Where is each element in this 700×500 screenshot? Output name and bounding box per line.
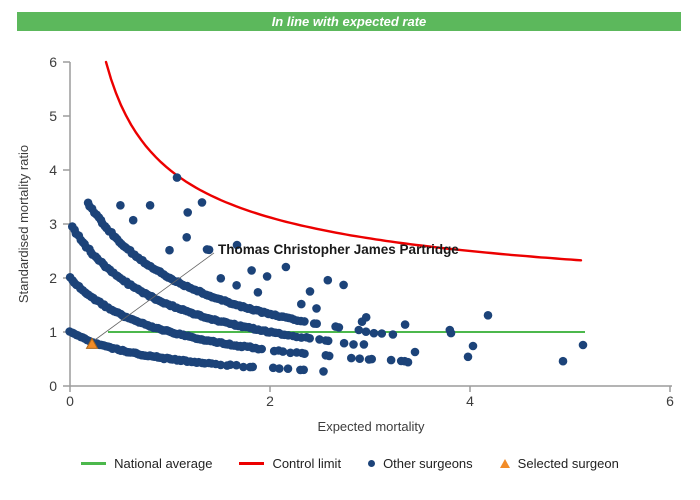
- surgeon-point[interactable]: [283, 364, 293, 374]
- surgeon-point[interactable]: [262, 272, 272, 281]
- legend-label-control-limit: Control limit: [272, 456, 342, 471]
- surgeon-point[interactable]: [319, 367, 328, 376]
- y-axis-title: Standardised mortality ratio: [16, 145, 31, 303]
- selected-surgeon-triangle-swatch: [499, 459, 510, 468]
- status-banner-label: In line with expected rate: [271, 14, 427, 29]
- surgeon-point[interactable]: [578, 340, 588, 350]
- surgeon-point[interactable]: [377, 329, 387, 338]
- surgeon-point[interactable]: [202, 245, 212, 254]
- surgeon-point[interactable]: [312, 319, 322, 329]
- surgeon-point[interactable]: [400, 320, 410, 329]
- surgeon-point[interactable]: [323, 275, 333, 285]
- surgeon-point[interactable]: [355, 354, 365, 364]
- surgeon-point[interactable]: [172, 173, 182, 182]
- surgeon-point[interactable]: [323, 336, 333, 346]
- surgeon-point[interactable]: [359, 340, 369, 349]
- x-tick-label: 2: [266, 393, 274, 409]
- surgeon-point[interactable]: [558, 356, 568, 366]
- surgeon-point[interactable]: [339, 338, 349, 348]
- surgeon-point[interactable]: [334, 323, 344, 332]
- surgeon-point[interactable]: [253, 288, 263, 297]
- surgeon-point[interactable]: [369, 328, 379, 338]
- surgeon-point[interactable]: [116, 201, 125, 210]
- x-axis-title: Expected mortality: [318, 419, 425, 434]
- surgeon-point[interactable]: [386, 355, 396, 365]
- surgeon-point[interactable]: [312, 304, 321, 313]
- surgeon-point[interactable]: [278, 347, 288, 356]
- surgeon-point[interactable]: [275, 364, 284, 373]
- surgeon-point[interactable]: [300, 317, 309, 326]
- surgeon-point[interactable]: [182, 233, 191, 242]
- surgeon-point[interactable]: [216, 360, 225, 370]
- surgeon-point[interactable]: [361, 327, 371, 337]
- surgeon-point[interactable]: [183, 208, 192, 217]
- control-limit-line-swatch: [239, 462, 265, 465]
- other-surgeons-dot-swatch: [368, 460, 376, 467]
- legend-item-selected-surgeon: Selected surgeon: [499, 456, 619, 471]
- selected-surgeon-label: Thomas Christopher James Partridge: [218, 242, 459, 257]
- y-tick-label: 1: [49, 324, 57, 340]
- surgeon-point[interactable]: [248, 362, 257, 372]
- surgeon-point[interactable]: [145, 201, 155, 210]
- surgeon-point[interactable]: [347, 353, 356, 363]
- surgeon-point[interactable]: [300, 349, 309, 359]
- surgeon-point[interactable]: [463, 352, 473, 362]
- surgeon-point[interactable]: [403, 357, 413, 367]
- x-tick-label: 0: [66, 393, 74, 409]
- legend-item-other-surgeons: Other surgeons: [368, 456, 473, 471]
- surgeon-point[interactable]: [232, 360, 241, 370]
- surgeon-point[interactable]: [324, 351, 334, 361]
- national-average-line-swatch: [81, 462, 107, 465]
- axes: [69, 62, 672, 387]
- annotation-leader-line: [94, 252, 215, 341]
- surgeon-point[interactable]: [281, 262, 291, 272]
- surgeon-point[interactable]: [483, 311, 493, 320]
- surgeon-point[interactable]: [446, 328, 456, 338]
- y-tick-label: 6: [49, 54, 57, 70]
- surgeon-point[interactable]: [232, 281, 241, 290]
- surgeon-point[interactable]: [247, 266, 256, 275]
- x-tick-label: 4: [466, 393, 474, 409]
- surgeon-point[interactable]: [286, 348, 295, 358]
- surgeon-point[interactable]: [367, 354, 377, 364]
- y-tick-label: 2: [49, 270, 57, 286]
- legend-label-selected-surgeon: Selected surgeon: [517, 456, 619, 471]
- surgeon-point[interactable]: [232, 240, 242, 250]
- legend-item-control-limit: Control limit: [239, 456, 341, 471]
- legend-item-national-average: National average: [81, 456, 212, 471]
- surgeon-point[interactable]: [410, 347, 420, 357]
- surgeon-point[interactable]: [165, 245, 174, 255]
- x-tick-label: 6: [666, 393, 674, 409]
- surgeon-point[interactable]: [388, 330, 398, 339]
- surgeon-point[interactable]: [349, 340, 358, 349]
- y-tick-label: 3: [49, 216, 57, 232]
- surgeon-point[interactable]: [357, 317, 367, 327]
- legend-label-other-surgeons: Other surgeons: [383, 456, 473, 471]
- surgeon-point[interactable]: [305, 334, 315, 343]
- surgeon-point[interactable]: [128, 215, 138, 225]
- surgeon-point[interactable]: [299, 365, 309, 375]
- surgeon-point[interactable]: [239, 362, 248, 372]
- surgeon-point[interactable]: [354, 325, 364, 335]
- surgeon-point[interactable]: [305, 287, 315, 296]
- y-tick-label: 4: [49, 162, 57, 178]
- surgeon-point[interactable]: [257, 344, 267, 354]
- y-tick-label: 5: [49, 108, 57, 124]
- surgeon-point[interactable]: [339, 280, 348, 290]
- chart-legend: National average Control limit Other sur…: [0, 456, 700, 471]
- surgeon-point[interactable]: [197, 198, 207, 207]
- legend-label-national-average: National average: [114, 456, 213, 471]
- surgeon-point[interactable]: [468, 341, 478, 351]
- surgeon-point[interactable]: [216, 274, 226, 283]
- selected-surgeon-marker[interactable]: [85, 337, 99, 349]
- status-banner: In line with expected rate: [17, 12, 681, 31]
- y-tick-label: 0: [49, 378, 57, 394]
- surgeon-point[interactable]: [297, 299, 306, 309]
- control-limit-line: [104, 60, 583, 262]
